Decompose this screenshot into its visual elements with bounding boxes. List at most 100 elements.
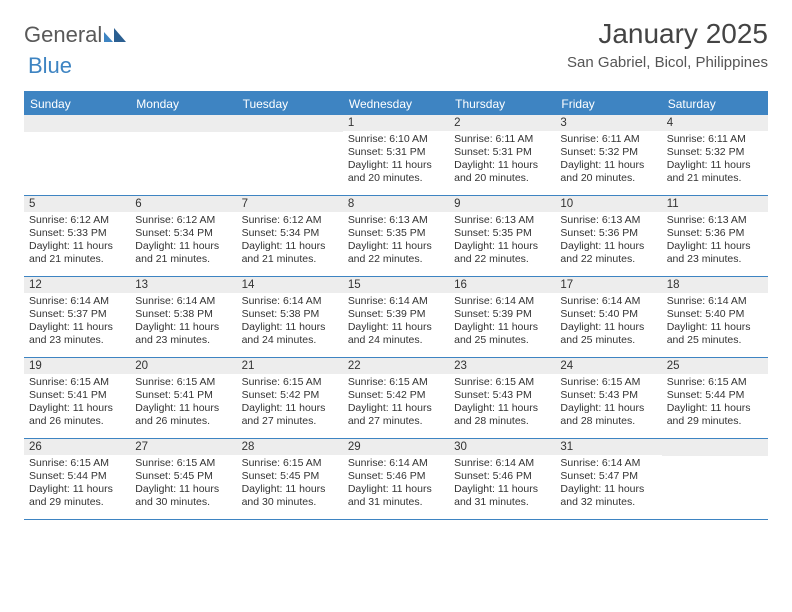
sunset-text: Sunset: 5:41 PM <box>135 389 231 402</box>
day-number: 17 <box>555 277 661 293</box>
day-info: Sunrise: 6:15 AMSunset: 5:43 PMDaylight:… <box>555 376 661 429</box>
day-number: 26 <box>24 439 130 455</box>
day-info: Sunrise: 6:13 AMSunset: 5:35 PMDaylight:… <box>449 214 555 267</box>
sunset-text: Sunset: 5:37 PM <box>29 308 125 321</box>
sunset-text: Sunset: 5:36 PM <box>667 227 763 240</box>
daylight-text: Daylight: 11 hours and 23 minutes. <box>29 321 125 347</box>
day-info: Sunrise: 6:10 AMSunset: 5:31 PMDaylight:… <box>343 133 449 186</box>
day-cell: 14Sunrise: 6:14 AMSunset: 5:38 PMDayligh… <box>237 277 343 357</box>
sunset-text: Sunset: 5:46 PM <box>348 470 444 483</box>
sunset-text: Sunset: 5:41 PM <box>29 389 125 402</box>
day-number: 28 <box>237 439 343 455</box>
day-info: Sunrise: 6:15 AMSunset: 5:43 PMDaylight:… <box>449 376 555 429</box>
day-number: 23 <box>449 358 555 374</box>
sunset-text: Sunset: 5:36 PM <box>560 227 656 240</box>
week-row: 5Sunrise: 6:12 AMSunset: 5:33 PMDaylight… <box>24 196 768 277</box>
day-info: Sunrise: 6:11 AMSunset: 5:31 PMDaylight:… <box>449 133 555 186</box>
day-info: Sunrise: 6:15 AMSunset: 5:44 PMDaylight:… <box>24 457 130 510</box>
calendar-grid: Sunday Monday Tuesday Wednesday Thursday… <box>24 91 768 520</box>
day-number: 29 <box>343 439 449 455</box>
day-number: 8 <box>343 196 449 212</box>
day-number: 16 <box>449 277 555 293</box>
day-number: 6 <box>130 196 236 212</box>
sunrise-text: Sunrise: 6:12 AM <box>135 214 231 227</box>
sunrise-text: Sunrise: 6:14 AM <box>454 295 550 308</box>
day-info: Sunrise: 6:15 AMSunset: 5:42 PMDaylight:… <box>343 376 449 429</box>
day-header-row: Sunday Monday Tuesday Wednesday Thursday… <box>24 93 768 115</box>
day-cell: 9Sunrise: 6:13 AMSunset: 5:35 PMDaylight… <box>449 196 555 276</box>
day-cell: 6Sunrise: 6:12 AMSunset: 5:34 PMDaylight… <box>130 196 236 276</box>
day-cell: 3Sunrise: 6:11 AMSunset: 5:32 PMDaylight… <box>555 115 661 195</box>
day-info: Sunrise: 6:14 AMSunset: 5:46 PMDaylight:… <box>449 457 555 510</box>
day-label-thursday: Thursday <box>449 93 555 115</box>
daylight-text: Daylight: 11 hours and 25 minutes. <box>667 321 763 347</box>
day-cell: 21Sunrise: 6:15 AMSunset: 5:42 PMDayligh… <box>237 358 343 438</box>
sunrise-text: Sunrise: 6:14 AM <box>135 295 231 308</box>
sunset-text: Sunset: 5:38 PM <box>135 308 231 321</box>
day-number: 4 <box>662 115 768 131</box>
sunset-text: Sunset: 5:46 PM <box>454 470 550 483</box>
day-info: Sunrise: 6:14 AMSunset: 5:39 PMDaylight:… <box>343 295 449 348</box>
day-number: 27 <box>130 439 236 455</box>
week-row: 1Sunrise: 6:10 AMSunset: 5:31 PMDaylight… <box>24 115 768 196</box>
sunset-text: Sunset: 5:31 PM <box>348 146 444 159</box>
sunset-text: Sunset: 5:31 PM <box>454 146 550 159</box>
day-cell: 19Sunrise: 6:15 AMSunset: 5:41 PMDayligh… <box>24 358 130 438</box>
sunset-text: Sunset: 5:43 PM <box>560 389 656 402</box>
sunset-text: Sunset: 5:39 PM <box>454 308 550 321</box>
day-cell: 31Sunrise: 6:14 AMSunset: 5:47 PMDayligh… <box>555 439 661 519</box>
sunset-text: Sunset: 5:40 PM <box>560 308 656 321</box>
sunset-text: Sunset: 5:35 PM <box>454 227 550 240</box>
day-number: 24 <box>555 358 661 374</box>
day-info: Sunrise: 6:14 AMSunset: 5:39 PMDaylight:… <box>449 295 555 348</box>
weeks-container: 1Sunrise: 6:10 AMSunset: 5:31 PMDaylight… <box>24 115 768 520</box>
day-number: 2 <box>449 115 555 131</box>
daylight-text: Daylight: 11 hours and 20 minutes. <box>454 159 550 185</box>
sunrise-text: Sunrise: 6:14 AM <box>560 457 656 470</box>
day-cell <box>24 115 130 195</box>
day-number: 5 <box>24 196 130 212</box>
daylight-text: Daylight: 11 hours and 26 minutes. <box>135 402 231 428</box>
day-cell: 16 Sunrise: 6:14 AMSunset: 5:39 PMDayligh… <box>449 277 555 357</box>
day-number: 22 <box>343 358 449 374</box>
calendar-page: General January 2025 San Gabriel, Bicol,… <box>0 0 792 612</box>
day-cell <box>130 115 236 195</box>
sunrise-text: Sunrise: 6:14 AM <box>348 457 444 470</box>
sunrise-text: Sunrise: 6:14 AM <box>348 295 444 308</box>
sunset-text: Sunset: 5:32 PM <box>667 146 763 159</box>
daylight-text: Daylight: 11 hours and 20 minutes. <box>348 159 444 185</box>
day-number <box>24 115 130 132</box>
day-cell: 2 Sunrise: 6:11 AMSunset: 5:31 PMDaylight… <box>449 115 555 195</box>
daylight-text: Daylight: 11 hours and 22 minutes. <box>560 240 656 266</box>
day-info: Sunrise: 6:11 AMSunset: 5:32 PMDaylight:… <box>662 133 768 186</box>
daylight-text: Daylight: 11 hours and 27 minutes. <box>348 402 444 428</box>
sunset-text: Sunset: 5:43 PM <box>454 389 550 402</box>
logo-text-blue: Blue <box>28 53 72 78</box>
day-cell: 8Sunrise: 6:13 AMSunset: 5:35 PMDaylight… <box>343 196 449 276</box>
sunrise-text: Sunrise: 6:10 AM <box>348 133 444 146</box>
week-row: 12Sunrise: 6:14 AMSunset: 5:37 PMDayligh… <box>24 277 768 358</box>
day-label-sunday: Sunday <box>24 93 130 115</box>
daylight-text: Daylight: 11 hours and 31 minutes. <box>348 483 444 509</box>
logo-mark-icon <box>104 26 126 42</box>
daylight-text: Daylight: 11 hours and 30 minutes. <box>242 483 338 509</box>
sunset-text: Sunset: 5:33 PM <box>29 227 125 240</box>
daylight-text: Daylight: 11 hours and 20 minutes. <box>560 159 656 185</box>
sunrise-text: Sunrise: 6:12 AM <box>29 214 125 227</box>
day-info: Sunrise: 6:14 AMSunset: 5:40 PMDaylight:… <box>555 295 661 348</box>
day-label-friday: Friday <box>555 93 661 115</box>
daylight-text: Daylight: 11 hours and 23 minutes. <box>135 321 231 347</box>
day-info: Sunrise: 6:15 AMSunset: 5:44 PMDaylight:… <box>662 376 768 429</box>
sunset-text: Sunset: 5:39 PM <box>348 308 444 321</box>
day-cell: 11Sunrise: 6:13 AMSunset: 5:36 PMDayligh… <box>662 196 768 276</box>
week-row: 19Sunrise: 6:15 AMSunset: 5:41 PMDayligh… <box>24 358 768 439</box>
day-number: 31 <box>555 439 661 455</box>
daylight-text: Daylight: 11 hours and 32 minutes. <box>560 483 656 509</box>
day-info: Sunrise: 6:15 AMSunset: 5:45 PMDaylight:… <box>237 457 343 510</box>
day-number <box>237 115 343 132</box>
daylight-text: Daylight: 11 hours and 21 minutes. <box>29 240 125 266</box>
day-label-saturday: Saturday <box>662 93 768 115</box>
daylight-text: Daylight: 11 hours and 25 minutes. <box>454 321 550 347</box>
day-cell: 23 Sunrise: 6:15 AMSunset: 5:43 PMDayligh… <box>449 358 555 438</box>
sunset-text: Sunset: 5:45 PM <box>135 470 231 483</box>
